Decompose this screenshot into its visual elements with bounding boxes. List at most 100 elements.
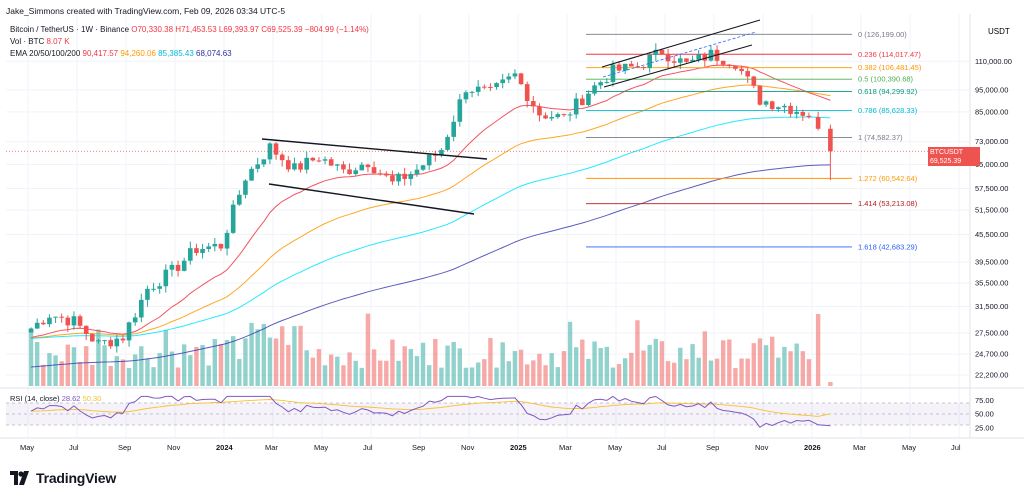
candle-body [469, 91, 475, 93]
volume-bar [751, 343, 757, 386]
volume-bar [163, 329, 169, 386]
credit-line: Jake_Simmons created with TradingView.co… [6, 6, 286, 16]
volume-bar [65, 344, 71, 386]
time-tick-label: Jul [951, 443, 961, 452]
time-tick-label: Nov [461, 443, 475, 452]
fib-retracement[interactable]: 0 (126,199.00) 0.236 (114,017.47) 0.382 (1… [586, 30, 922, 252]
fib-level-label: 1.272 (60,542.64) [858, 174, 918, 183]
volume-bar [41, 364, 46, 386]
volume-bar [384, 360, 389, 386]
ema20-value: 90,417.57 [82, 49, 119, 58]
price-tick-label: 95,000.00 [975, 86, 1008, 95]
volume-bar [629, 352, 634, 386]
volume-bar [145, 358, 150, 386]
time-tick-label: May [314, 443, 328, 452]
volume-bar [132, 354, 138, 386]
price-tick-label: 35,500.00 [975, 279, 1008, 288]
fib-level-label: 0.236 (114,017.47) [858, 50, 921, 59]
candle-body [224, 232, 230, 249]
volume-legend: Vol · BTC 8.07 K [10, 37, 70, 47]
candle-body [727, 64, 732, 67]
volume-bar [494, 367, 499, 386]
time-tick-label: Sep [706, 443, 719, 452]
candle-body [671, 61, 677, 63]
candle-body [169, 264, 175, 270]
candle-body [518, 73, 524, 85]
ema-label: EMA 20/50/100/200 [10, 49, 81, 58]
ohlc-open: O70,330.38 [131, 25, 174, 34]
price-tick-label: 27,500.00 [975, 329, 1008, 338]
current-price-value: 69,525.39 [930, 158, 962, 165]
candle-body [237, 194, 242, 205]
price-axis-currency: USDT [988, 27, 1010, 36]
volume-bar [194, 346, 199, 386]
volume-bar [763, 345, 769, 386]
tradingview-logo-icon [10, 471, 29, 485]
volume-bar [377, 360, 383, 386]
volume-bar [561, 351, 567, 386]
volume-bar [139, 346, 144, 386]
candle-body [120, 338, 126, 341]
candle-body [132, 317, 138, 323]
volume-bar [28, 329, 34, 386]
fib-level-label: 0.618 (94,299.92) [858, 87, 918, 96]
price-tick-label: 45,500.00 [975, 230, 1008, 239]
volume-bar [610, 367, 616, 386]
time-tick-label: 2026 [804, 443, 821, 452]
tradingview-logo[interactable]: TradingView [10, 470, 116, 486]
volume-bar [635, 320, 640, 386]
volume-bar [237, 358, 242, 386]
volume-bar [335, 356, 340, 386]
candle-body [573, 98, 579, 115]
rsi-pane [6, 395, 970, 428]
wedge-upper-line [261, 138, 488, 160]
rsi-label: RSI (14, close) [10, 394, 60, 403]
volume-bar [580, 339, 585, 386]
volume-bar [102, 345, 107, 386]
candle-body [776, 107, 781, 109]
candle-body [377, 173, 383, 175]
volume-bar [390, 339, 395, 386]
candle-body [279, 154, 285, 161]
time-tick-label: Nov [755, 443, 769, 452]
candle-body [769, 101, 775, 109]
price-axis[interactable]: USDT 110,000.00 95,000.00 85,000.00 73,000.0… [975, 27, 1012, 432]
time-axis[interactable]: May Jul Sep Nov 2024 Mar May Jul Sep Nov 2025 Mar Ma… [20, 443, 961, 452]
candle-body [365, 164, 371, 168]
candle-body [273, 143, 279, 155]
price-tick-label: 110,000.00 [975, 57, 1012, 66]
volume-bar [322, 365, 328, 386]
candle-body [396, 173, 401, 182]
candle-body [610, 64, 616, 83]
volume-bar [586, 358, 591, 386]
volume-bar [59, 361, 64, 386]
volume-bar [757, 338, 763, 386]
candle-body [267, 143, 273, 160]
volume-bar [224, 340, 230, 386]
rsi-ma-line [31, 399, 831, 417]
rsi-tick-label: 25.00 [975, 423, 994, 432]
volume-bar [365, 313, 371, 386]
symbol-name: Bitcoin / TetherUS · 1W · Binance [10, 25, 130, 34]
price-tick-label: 22,200.00 [975, 371, 1008, 380]
fib-level-label: 0.382 (106,481.45) [858, 63, 922, 72]
candle-body [108, 340, 113, 347]
rsi-legend: RSI (14, close) 28.62 50.30 [10, 394, 101, 403]
candle-body [304, 157, 309, 170]
candle-body [782, 105, 787, 108]
candle-body [200, 248, 205, 254]
candle-body [114, 338, 120, 347]
candle-body [139, 299, 144, 318]
candle-body [390, 175, 395, 182]
volume-bar [310, 357, 316, 386]
volume-bar [433, 338, 438, 386]
trendlines[interactable] [261, 19, 761, 215]
volume-bar [622, 358, 628, 386]
price-tick-label: 85,000.00 [975, 107, 1008, 116]
candle-body [408, 173, 414, 179]
price-tick-label: 51,500.00 [975, 206, 1008, 215]
candle-body [604, 82, 610, 84]
volume-bar [469, 367, 475, 386]
volume-bar [169, 351, 175, 386]
